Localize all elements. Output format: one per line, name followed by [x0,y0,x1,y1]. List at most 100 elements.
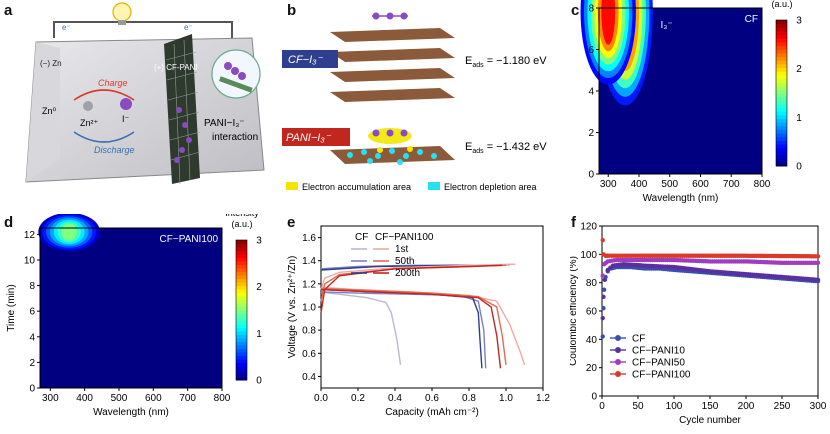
colorbar-tick-label: 3 [796,16,802,27]
graphene-layer-2 [330,48,455,62]
ce-point-1 [815,277,821,283]
curve-charge-5 [320,264,503,313]
x-axis-label: Cycle number [679,415,741,426]
cathode-label: (+) CF-PANI [154,63,198,72]
legend-col-pani: CF−PANI100 [375,232,434,243]
heatmap-background [40,228,222,388]
iodide-icon [120,98,132,110]
colorbar-segment [776,162,787,167]
x-tick-label: 700 [723,179,740,190]
graphene-layer-1 [330,28,455,42]
x-tick-label: 50 [632,401,644,412]
colorbar-segment [236,320,247,325]
colorbar-segment [776,52,787,57]
y-tick-label: 60 [586,307,598,318]
colorbar-segment [776,67,787,72]
eads-cf-label: Eads = −1.180 eV [465,55,547,69]
anode-label: (−) Zn [40,59,62,68]
y-tick-label: 2 [588,128,594,139]
heatmap-feature-0 [61,223,77,241]
colorbar-segment [236,362,247,367]
curve-discharge-2 [320,288,483,369]
legend-accum-label: Electron accumulation area [302,182,411,192]
zn2-label: Zn²⁺ [80,118,99,128]
colorbar-segment [236,240,247,244]
colorbar-segment [776,27,787,32]
y-tick-label: 6 [588,45,594,56]
legend-label-3: CF−PANI100 [632,370,691,381]
y-tick-label: 0.6 [302,349,316,360]
y-tick-label: 120 [580,222,597,233]
legend-col-cf: CF [355,232,368,243]
colorbar-tick-label: 2 [796,64,802,75]
colorbar-segment [236,345,247,349]
x-tick-label: 0 [599,401,605,412]
colorbar-segment [236,296,247,300]
graphene-layer-4 [330,88,455,102]
zinc-ion-icon [83,101,93,111]
discharge-label: Discharge [94,145,135,155]
interaction-label-1: PANI−I₃⁻ [204,118,245,129]
x-tick-label: 100 [666,401,683,412]
colorbar-segment [776,56,787,61]
colorbar-segment [236,282,247,286]
ce-point-0 [600,334,605,339]
legend-marker-1 [615,347,621,353]
colorbar-segment [236,376,247,381]
colorbar-segment [776,71,787,76]
colorbar-segment [236,289,247,293]
plot-frame [39,227,223,389]
x-tick-label: 250 [774,401,791,412]
species-label: I₃⁻ [661,20,673,31]
colorbar-tick-label: 0 [796,162,802,173]
anode-plate [26,42,60,182]
colorbar-segment [236,324,247,328]
colorbar-segment [236,359,247,363]
colorbar-segment [236,285,247,290]
colorbar-segment [236,331,247,335]
voltage-chart-e: 0.0 0.2 0.4 0.6 0.8 1.0 1.2 0.4 0.6 0.8 1.0 1.2 1.4 1… [287,225,550,418]
x-tick-label: 400 [631,179,648,190]
colorbar-segment [776,140,787,145]
curve-discharge-0 [320,291,402,365]
colorbar-segment [236,275,247,279]
cathode-plate [164,34,200,184]
ce-point-2 [600,273,605,278]
colorbar-segment [776,23,787,28]
zoom-fiber [218,76,253,93]
colorbar-segment [776,100,787,105]
y-tick-label: 1.2 [302,279,316,290]
colorbar-tick-label: 1 [796,113,802,124]
colorbar-segment [236,243,247,248]
charge-arrow [73,89,135,101]
pani-layer [330,146,455,164]
colorbar-segment [236,254,247,258]
colorbar-segment [236,306,247,311]
y-tick-label: 10 [24,256,36,267]
colorbar-segment [236,261,247,265]
y-tick-label: 20 [586,363,598,374]
y-tick-label: 40 [586,335,598,346]
pani-tag [282,128,350,146]
ce-point-1 [601,294,606,300]
pani-tag-text: PANI−I₃⁻ [286,132,332,144]
colorbar-segment [236,271,247,276]
x-tick-label: 200 [738,401,755,412]
heatmap-feature-1 [601,0,616,45]
panel-label-f: f [571,214,576,231]
electron-left-label: e⁻ [62,23,71,32]
electron-right-label: e⁻ [184,23,193,32]
legend-row-label: 200th [395,268,420,279]
colorbar-segment [776,85,787,90]
coulombic-chart-f: 0 50 100 150 200 250 300 0 20 40 60 80 100 120 Cycle n… [570,222,827,427]
colorbar-segment [236,348,247,353]
colorbar-segment [236,317,247,321]
y-tick-label: 12 [24,230,36,241]
colorbar-segment [776,63,787,68]
colorbar-segment [236,250,247,255]
legend-marker-2 [615,359,621,365]
x-tick-label: 800 [754,179,771,190]
ce-point-2 [815,260,821,266]
colorbar-segment [776,158,787,163]
